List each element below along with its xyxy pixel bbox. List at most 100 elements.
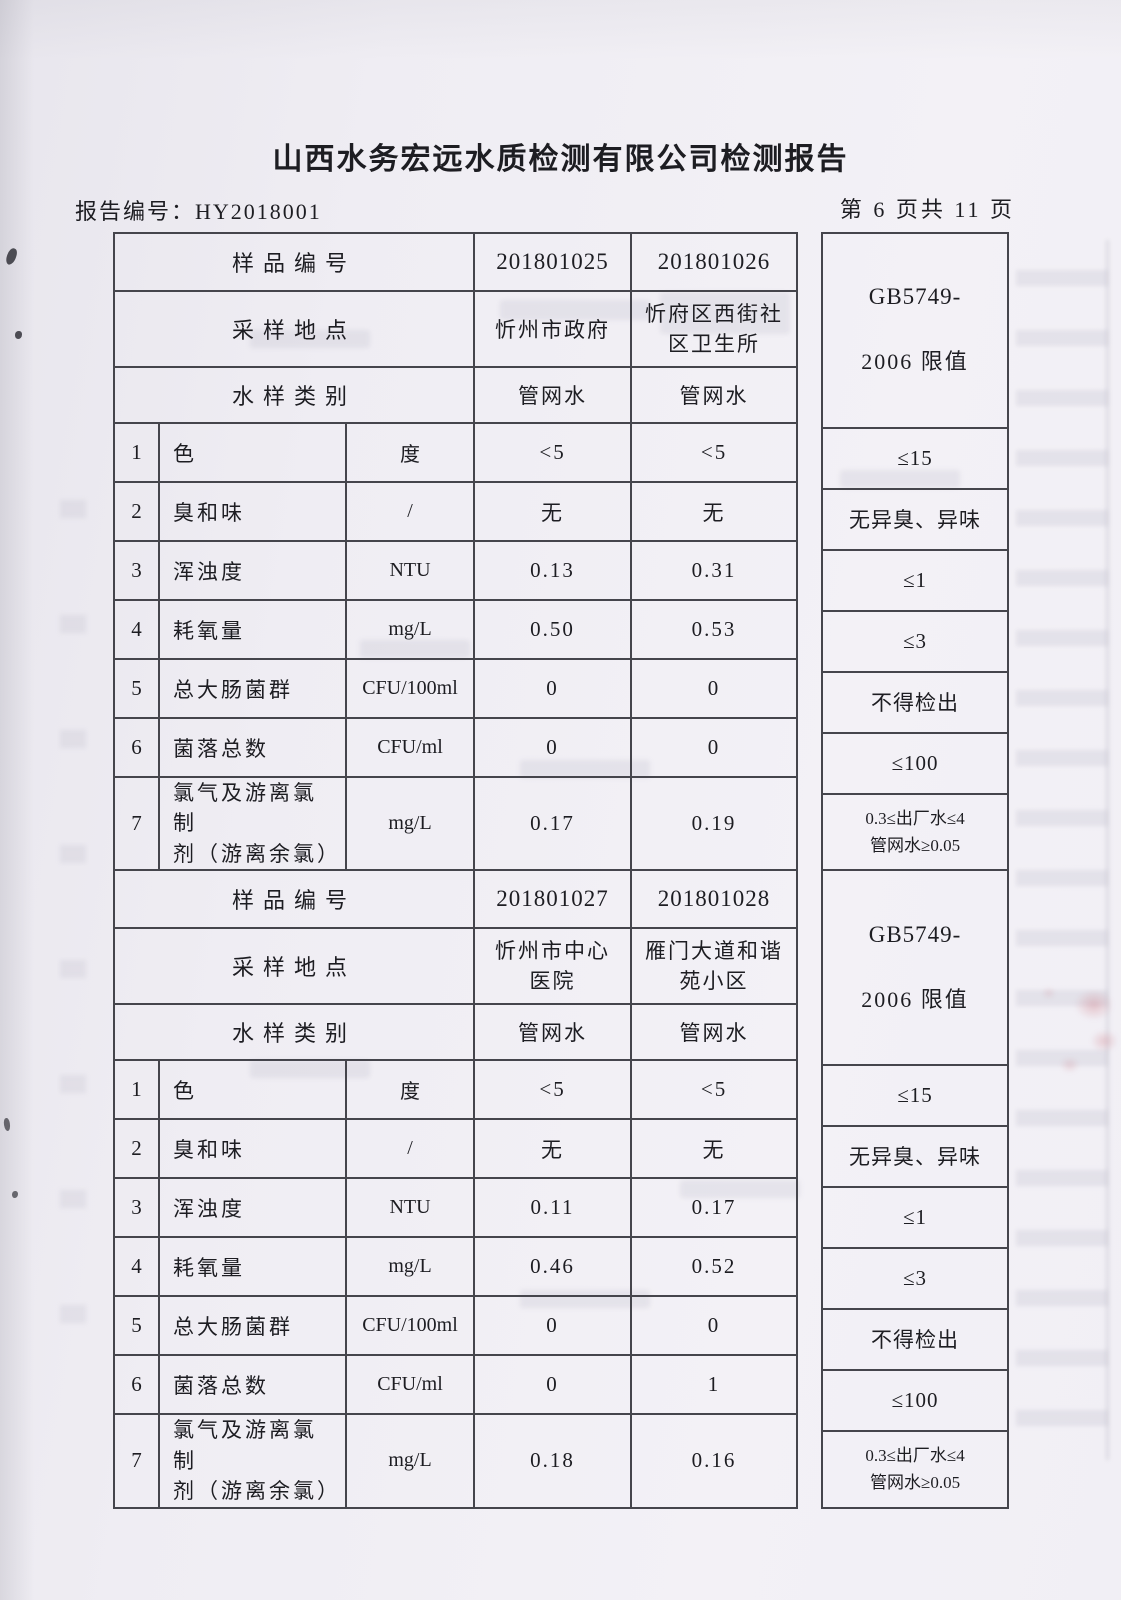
water-type-label: 水样类别 — [112, 1003, 476, 1062]
table-row: 6 菌落总数 CFU/ml 0 1 — [113, 1354, 799, 1416]
value2-cell: 0.31 — [630, 540, 799, 601]
row-index-cell: 4 — [113, 599, 160, 660]
water-type-value-1: 管网水 — [473, 1003, 633, 1062]
table-gutter — [798, 869, 821, 1508]
ink-bleed-right-column — [1016, 250, 1108, 1460]
limit-header-line1: GB5749- — [868, 921, 962, 947]
value1-cell: 0 — [473, 1354, 633, 1416]
scan-speck — [2, 1117, 12, 1132]
report-number: 报告编号：HY2018001 — [75, 199, 322, 224]
row-index-cell: 7 — [113, 775, 160, 872]
value1-cell: 0.46 — [473, 1236, 633, 1298]
row-index-cell: 7 — [113, 1413, 160, 1509]
value1-cell: <5 — [473, 1059, 633, 1121]
location-value-2: 雁门大道和谐 苑小区 — [630, 927, 799, 1006]
value1-cell: 无 — [473, 1118, 633, 1180]
unit-cell: 度 — [344, 422, 476, 483]
item-cell: 浑浊度 — [158, 1177, 347, 1239]
value1-cell: 0.50 — [473, 599, 633, 660]
value2-cell: 无 — [630, 1118, 799, 1180]
item-cell: 色 — [158, 422, 347, 483]
table-row: 7 氯气及游离氯制 剂（游离余氯） mg/L 0.17 0.19 — [113, 775, 799, 872]
limit-header-line1: GB5749- — [868, 284, 962, 310]
value2-cell: 0.17 — [630, 1177, 799, 1239]
report-title: 山西水务宏远水质检测有限公司检测报告 — [272, 143, 849, 176]
ink-bleed-left-margin — [60, 460, 86, 1360]
page-number: 第 6 页共 11 页 — [839, 197, 1015, 222]
table-row: 1 色 度 <5 <5 — [113, 422, 799, 483]
item-cell: 耗氧量 — [158, 599, 347, 660]
item-cell: 菌落总数 — [158, 1354, 347, 1416]
value2-cell: 无 — [630, 481, 799, 542]
item-cell: 耗氧量 — [158, 1236, 347, 1298]
value2-cell: <5 — [630, 1059, 799, 1121]
value1-cell: 0.18 — [473, 1413, 633, 1509]
row-index-cell: 6 — [113, 1354, 160, 1416]
row-index-cell: 6 — [113, 717, 160, 778]
location-label: 采样地点 — [112, 290, 476, 368]
table-row: 6 菌落总数 CFU/ml 0 0 — [113, 717, 799, 778]
item-cell: 总大肠菌群 — [158, 1295, 347, 1357]
limit-header-line2: 2006 限值 — [861, 349, 969, 375]
item-cell: 总大肠菌群 — [158, 658, 347, 719]
row-index-cell: 3 — [113, 1177, 160, 1239]
table-gutter — [798, 232, 821, 871]
unit-cell: CFU/ml — [344, 717, 476, 778]
limit-cell: ≤100 — [821, 731, 1010, 795]
ink-bleed-vertical-line — [1106, 240, 1109, 1460]
unit-cell: CFU/ml — [344, 1354, 476, 1416]
scan-speck — [12, 1191, 18, 1198]
report-tables: 样品编号 201801025 201801026 采样地点 忻州市政府 忻府区西… — [112, 232, 1010, 1509]
table-row: 5 总大肠菌群 CFU/100ml 0 0 — [113, 658, 799, 719]
location-value-1: 忻州市中心 医院 — [473, 927, 633, 1006]
limit-header-cell: GB5749- 2006 限值 — [821, 869, 1010, 1066]
limit-cell: 不得检出 — [821, 670, 1010, 734]
scan-speck — [15, 331, 22, 339]
sample-no-value-1: 201801025 — [473, 232, 633, 292]
sample-table-1: 样品编号 201801025 201801026 采样地点 忻州市政府 忻府区西… — [112, 232, 1010, 872]
limit-column-2: GB5749- 2006 限值 ≤15 无异臭、异味 ≤1 ≤3 不得检出 ≤1… — [821, 869, 1010, 1509]
table-row: 2 臭和味 / 无 无 — [113, 481, 799, 542]
unit-cell: mg/L — [344, 775, 476, 872]
water-type-value-2: 管网水 — [630, 1003, 799, 1062]
table-row: 2 臭和味 / 无 无 — [113, 1118, 799, 1180]
value1-cell: 0.11 — [473, 1177, 633, 1239]
sample-no-label: 样品编号 — [112, 869, 476, 930]
water-type-label: 水样类别 — [112, 366, 476, 424]
limit-cell: ≤100 — [821, 1368, 1010, 1433]
table-row: 4 耗氧量 mg/L 0.46 0.52 — [113, 1236, 799, 1298]
row-index-cell: 5 — [113, 1295, 160, 1357]
limit-cell: ≤3 — [821, 609, 1010, 673]
table-row: 7 氯气及游离氯制 剂（游离余氯） mg/L 0.18 0.16 — [113, 1413, 799, 1509]
item-cell: 臭和味 — [158, 481, 347, 542]
unit-cell: NTU — [344, 1177, 476, 1239]
value2-cell: <5 — [630, 422, 799, 483]
item-cell: 浑浊度 — [158, 540, 347, 601]
limit-cell: 0.3≤出厂水≤4 管网水≥0.05 — [821, 792, 1010, 872]
item-cell: 氯气及游离氯制 剂（游离余氯） — [158, 775, 347, 872]
sample-no-label: 样品编号 — [112, 232, 476, 292]
limit-cell: ≤15 — [821, 1063, 1010, 1127]
unit-cell: mg/L — [344, 599, 476, 660]
limit-cell: 0.3≤出厂水≤4 管网水≥0.05 — [821, 1430, 1010, 1509]
limit-column-1: GB5749- 2006 限值 ≤15 无异臭、异味 ≤1 ≤3 不得检出 ≤1… — [821, 232, 1010, 872]
row-index-cell: 1 — [113, 422, 160, 483]
unit-cell: / — [344, 481, 476, 542]
row-index-cell: 2 — [113, 1118, 160, 1180]
value2-cell: 0.53 — [630, 599, 799, 660]
water-type-value-2: 管网水 — [630, 366, 799, 424]
sample-no-value-2: 201801028 — [630, 869, 799, 930]
sample-table-1-main-grid: 样品编号 201801025 201801026 采样地点 忻州市政府 忻府区西… — [112, 232, 799, 872]
sample-table-2: 样品编号 201801027 201801028 采样地点 忻州市中心 医院 雁… — [112, 869, 1010, 1509]
value2-cell: 0 — [630, 658, 799, 719]
table-row: 5 总大肠菌群 CFU/100ml 0 0 — [113, 1295, 799, 1357]
limit-cell: 不得检出 — [821, 1307, 1010, 1371]
limit-cell: ≤1 — [821, 548, 1010, 612]
row-index-cell: 4 — [113, 1236, 160, 1298]
unit-cell: 度 — [344, 1059, 476, 1121]
value2-cell: 0 — [630, 1295, 799, 1357]
location-value-1: 忻州市政府 — [473, 290, 633, 368]
scan-edge-shadow — [0, 0, 34, 1600]
unit-cell: mg/L — [344, 1413, 476, 1509]
